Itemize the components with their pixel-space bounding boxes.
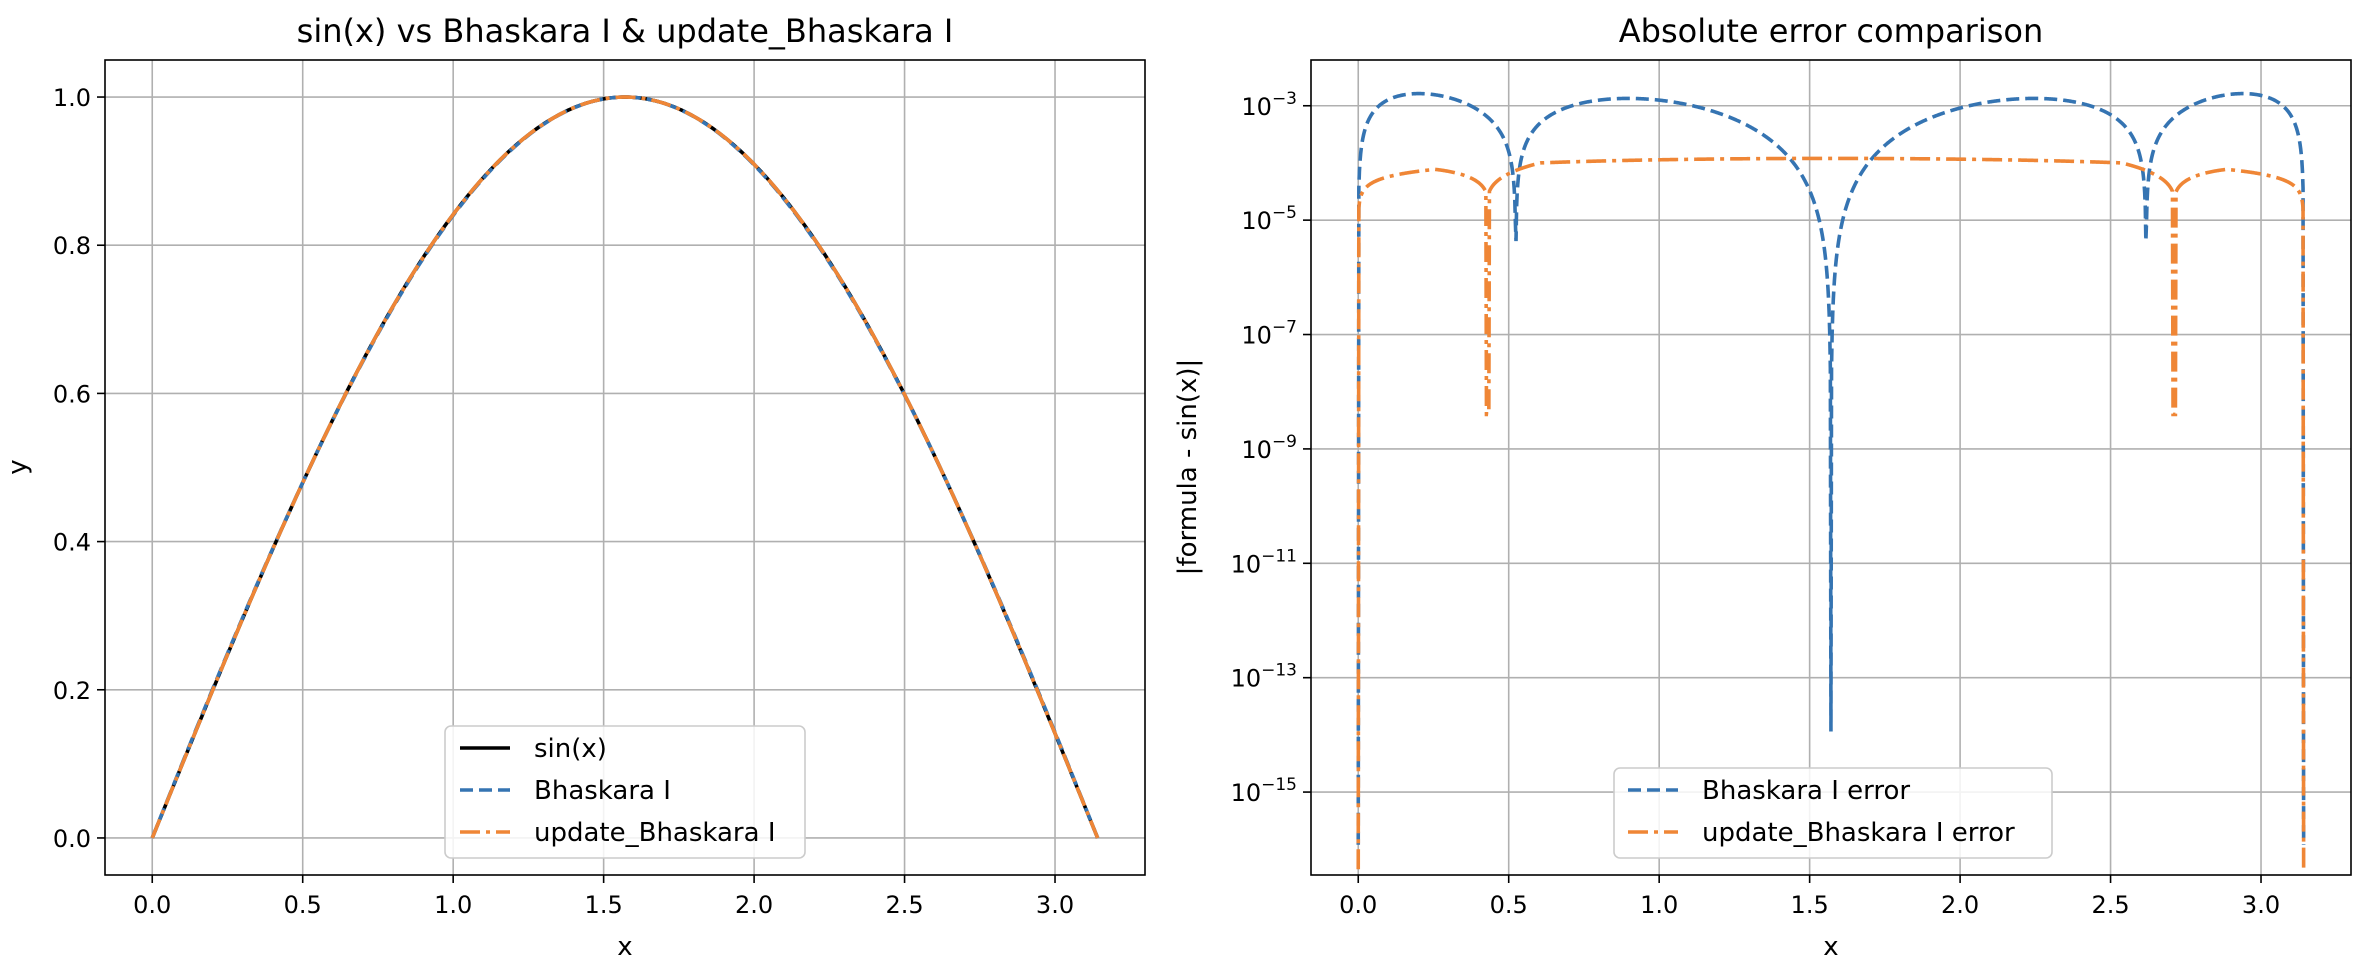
left-chart-title: sin(x) vs Bhaskara I & update_Bhaskara I xyxy=(297,12,954,50)
right-x-tick-label: 2.5 xyxy=(2091,891,2129,919)
right-y-tick-label: 10−9 xyxy=(1241,432,1297,464)
right-y-tick-label: 10−11 xyxy=(1231,546,1297,578)
left-x-tick-label: 0.5 xyxy=(284,891,322,919)
right-legend: Bhaskara I error update_Bhaskara I error xyxy=(1613,767,2053,859)
legend-label-update-bhaskara-error: update_Bhaskara I error xyxy=(1702,818,2015,848)
right-y-tick-label: 10−15 xyxy=(1231,775,1297,807)
right-x-ticks: 0.0 0.5 1.0 1.5 2.0 2.5 3.0 xyxy=(1339,875,2280,919)
left-y-ticks: 0.0 0.2 0.4 0.6 0.8 1.0 xyxy=(53,84,105,853)
right-x-tick-label: 1.0 xyxy=(1640,891,1678,919)
left-axes-frame xyxy=(104,59,1146,876)
right-x-tick-label: 3.0 xyxy=(2242,891,2280,919)
left-y-tick-label: 0.0 xyxy=(53,825,91,853)
left-x-tick-label: 3.0 xyxy=(1036,891,1074,919)
left-x-tick-label: 0.0 xyxy=(133,891,171,919)
right-y-tick-label: 10−13 xyxy=(1231,661,1297,693)
left-y-tick-label: 0.4 xyxy=(53,529,91,557)
right-x-tick-label: 0.5 xyxy=(1490,891,1528,919)
right-legend-box xyxy=(1613,767,2053,859)
right-axes-frame xyxy=(1310,59,2352,876)
right-y-axis-label: |formula - sin(x)| xyxy=(1173,359,1203,576)
right-chart: 0.0 0.5 1.0 1.5 2.0 2.5 3.0 10−310−510−710−910… xyxy=(1173,12,2352,962)
left-x-tick-label: 2.5 xyxy=(885,891,923,919)
left-series-line-2 xyxy=(150,95,1100,839)
right-x-tick-label: 2.0 xyxy=(1941,891,1979,919)
left-y-tick-label: 1.0 xyxy=(53,84,91,112)
left-legend: sin(x) Bhaskara I update_Bhaskara I xyxy=(444,725,806,859)
right-x-axis-label: x xyxy=(1823,932,1838,962)
right-y-tick-label: 10−7 xyxy=(1241,318,1297,350)
right-chart-title: Absolute error comparison xyxy=(1619,12,2044,50)
left-x-ticks: 0.0 0.5 1.0 1.5 2.0 2.5 3.0 xyxy=(133,875,1074,919)
right-series-line-0 xyxy=(1356,91,2306,845)
left-y-tick-label: 0.6 xyxy=(53,380,91,408)
left-y-axis-label: y xyxy=(3,459,33,474)
right-x-tick-label: 1.5 xyxy=(1791,891,1829,919)
left-y-tick-label: 0.2 xyxy=(53,677,91,705)
left-gridlines xyxy=(105,60,1145,875)
right-series-line-1 xyxy=(1356,156,2306,870)
right-series xyxy=(1356,91,2306,870)
right-y-tick-label: 10−5 xyxy=(1241,203,1297,235)
right-y-ticks: 10−3 10−5 10−7 10−9 10−11 10−13 10−15 xyxy=(1231,89,1311,807)
right-y-tick-label: 10−3 xyxy=(1241,89,1297,121)
left-x-tick-label: 1.0 xyxy=(434,891,472,919)
legend-label-bhaskara: Bhaskara I xyxy=(534,776,671,806)
left-series xyxy=(150,95,1100,839)
left-legend-box xyxy=(444,725,806,859)
legend-label-sin: sin(x) xyxy=(534,734,607,764)
left-x-tick-label: 1.5 xyxy=(585,891,623,919)
left-chart: 0.0 0.5 1.0 1.5 2.0 2.5 3.0 0.0 0.2 0.4 0.6 0.8 1.0… xyxy=(3,12,1146,962)
left-x-tick-label: 2.0 xyxy=(735,891,773,919)
left-y-tick-label: 0.8 xyxy=(53,232,91,260)
legend-label-bhaskara-error: Bhaskara I error xyxy=(1702,776,1910,806)
left-x-axis-label: x xyxy=(617,932,632,962)
legend-label-update-bhaskara: update_Bhaskara I xyxy=(534,818,776,848)
right-x-tick-label: 0.0 xyxy=(1339,891,1377,919)
